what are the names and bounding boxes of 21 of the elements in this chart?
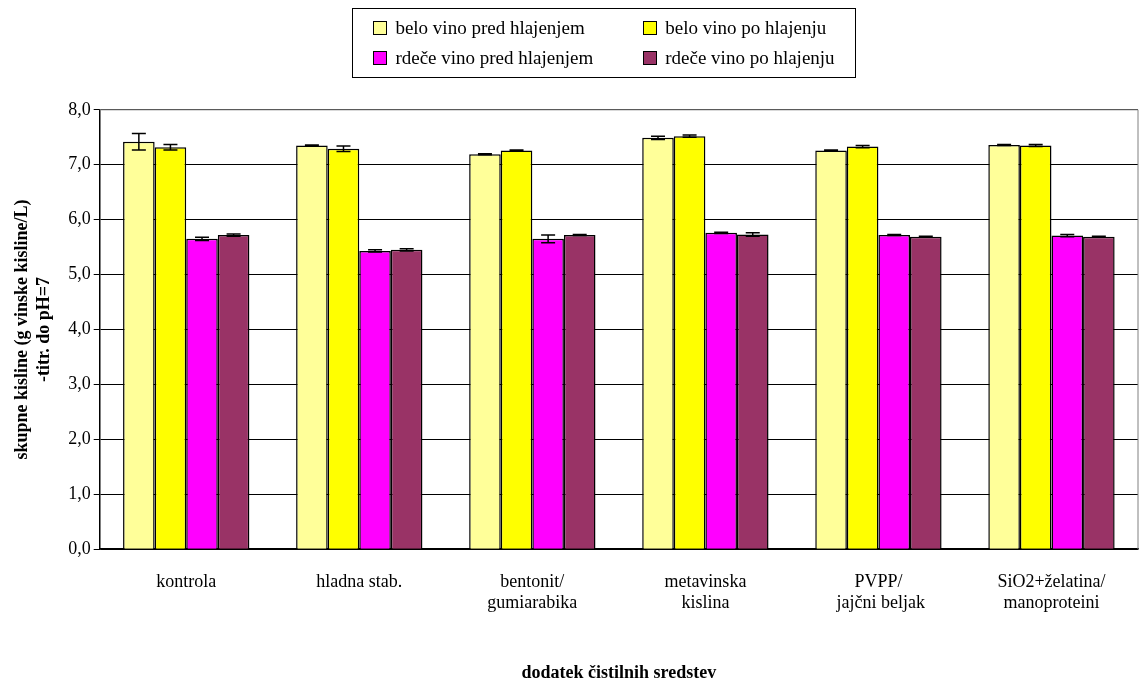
y-tick-label: 3,0 xyxy=(68,373,91,394)
legend-label: belo vino po hlajenju xyxy=(665,17,827,39)
y-tick-label: 4,0 xyxy=(68,318,91,339)
x-tick-label: bentonit/ gumiarabika xyxy=(487,570,578,613)
legend-label: rdeče vino po hlajenju xyxy=(665,47,835,69)
y-tick-label: 5,0 xyxy=(68,263,91,284)
x-axis-title: dodatek čistilnih sredstev xyxy=(521,661,717,682)
y-axis-title: skupne kisline (g vinske kisline/L) -titr. do pH=7 xyxy=(11,199,54,460)
legend-label: belo vino pred hlajenjem xyxy=(395,17,585,39)
y-tick-label: 1,0 xyxy=(68,483,91,504)
y-tick-label: 0,0 xyxy=(68,537,91,558)
y-tick-label: 2,0 xyxy=(68,428,91,449)
x-tick-label: metavinska kislina xyxy=(664,570,747,613)
y-tick-label: 6,0 xyxy=(68,208,91,229)
y-tick-label: 7,0 xyxy=(68,153,91,174)
x-tick-label: kontrola xyxy=(156,570,217,591)
x-tick-label: hladna stab. xyxy=(316,570,403,591)
x-tick-label: PVPP/ jajčni beljak xyxy=(831,570,925,613)
x-tick-label: SiO2+želatina/ manoproteini xyxy=(997,570,1106,613)
legend-label: rdeče vino pred hlajenjem xyxy=(395,47,594,69)
y-tick-label: 8,0 xyxy=(68,98,91,119)
